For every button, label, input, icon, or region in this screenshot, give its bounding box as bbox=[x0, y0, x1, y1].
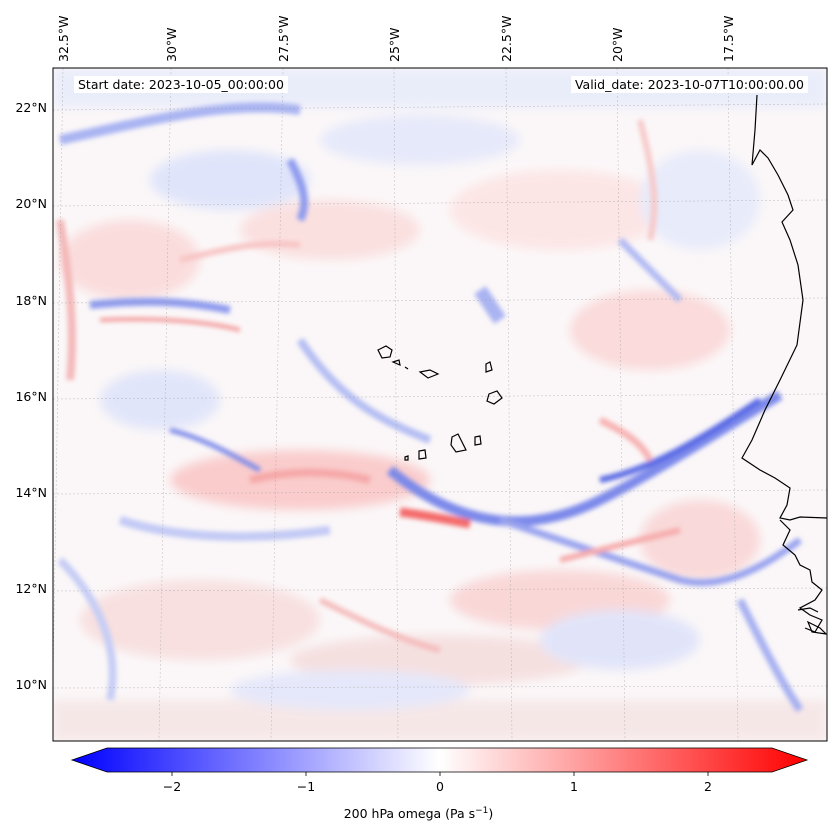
colorbar-tick-label: 2 bbox=[704, 779, 712, 794]
map-gridlines bbox=[53, 68, 827, 741]
colorbar-title-exponent: −1 bbox=[475, 806, 489, 816]
latitude-tick-labels: 22°N 20°N 18°N 16°N 14°N 12°N 10°N bbox=[15, 100, 47, 692]
lon-label: 17.5°W bbox=[721, 16, 736, 62]
colorbar-title-close: ) bbox=[488, 806, 494, 822]
lon-label: 20°W bbox=[610, 27, 625, 62]
colorbar-tick-label: 1 bbox=[570, 779, 578, 794]
lat-label: 16°N bbox=[15, 389, 47, 404]
lat-label: 18°N bbox=[15, 293, 47, 308]
lon-label: 25°W bbox=[387, 27, 402, 62]
valid-date-label: Valid_date: 2023-10-07T10:00:00.00 bbox=[570, 76, 808, 93]
lat-label: 20°N bbox=[15, 196, 47, 211]
lat-label: 14°N bbox=[15, 485, 47, 500]
lat-label: 12°N bbox=[15, 581, 47, 596]
colorbar-title: 200 hPa omega (Pa s−1) bbox=[0, 806, 837, 821]
colorbar-tick-label: −2 bbox=[163, 779, 181, 794]
lat-label: 22°N bbox=[15, 100, 47, 115]
lon-label: 27.5°W bbox=[276, 16, 291, 62]
colorbar-ticks bbox=[171, 772, 709, 776]
colorbar: −2 −1 0 1 2 bbox=[70, 747, 809, 794]
lat-label: 10°N bbox=[15, 677, 47, 692]
start-date-label: Start date: 2023-10-05_00:00:00 bbox=[74, 76, 288, 93]
lon-label: 30°W bbox=[164, 27, 179, 62]
colorbar-bar bbox=[70, 747, 809, 773]
colorbar-tick-label: −1 bbox=[297, 779, 315, 794]
colorbar-tick-label: 0 bbox=[436, 779, 444, 794]
colorbar-title-text: 200 hPa omega (Pa s bbox=[343, 806, 476, 822]
omega-field bbox=[53, 68, 827, 741]
lon-label: 22.5°W bbox=[499, 16, 514, 62]
longitude-tick-labels: 32.5°W 30°W 27.5°W 25°W 22.5°W 20°W 17.5… bbox=[56, 16, 736, 62]
lon-label: 32.5°W bbox=[56, 16, 71, 62]
coastlines bbox=[377, 94, 827, 635]
